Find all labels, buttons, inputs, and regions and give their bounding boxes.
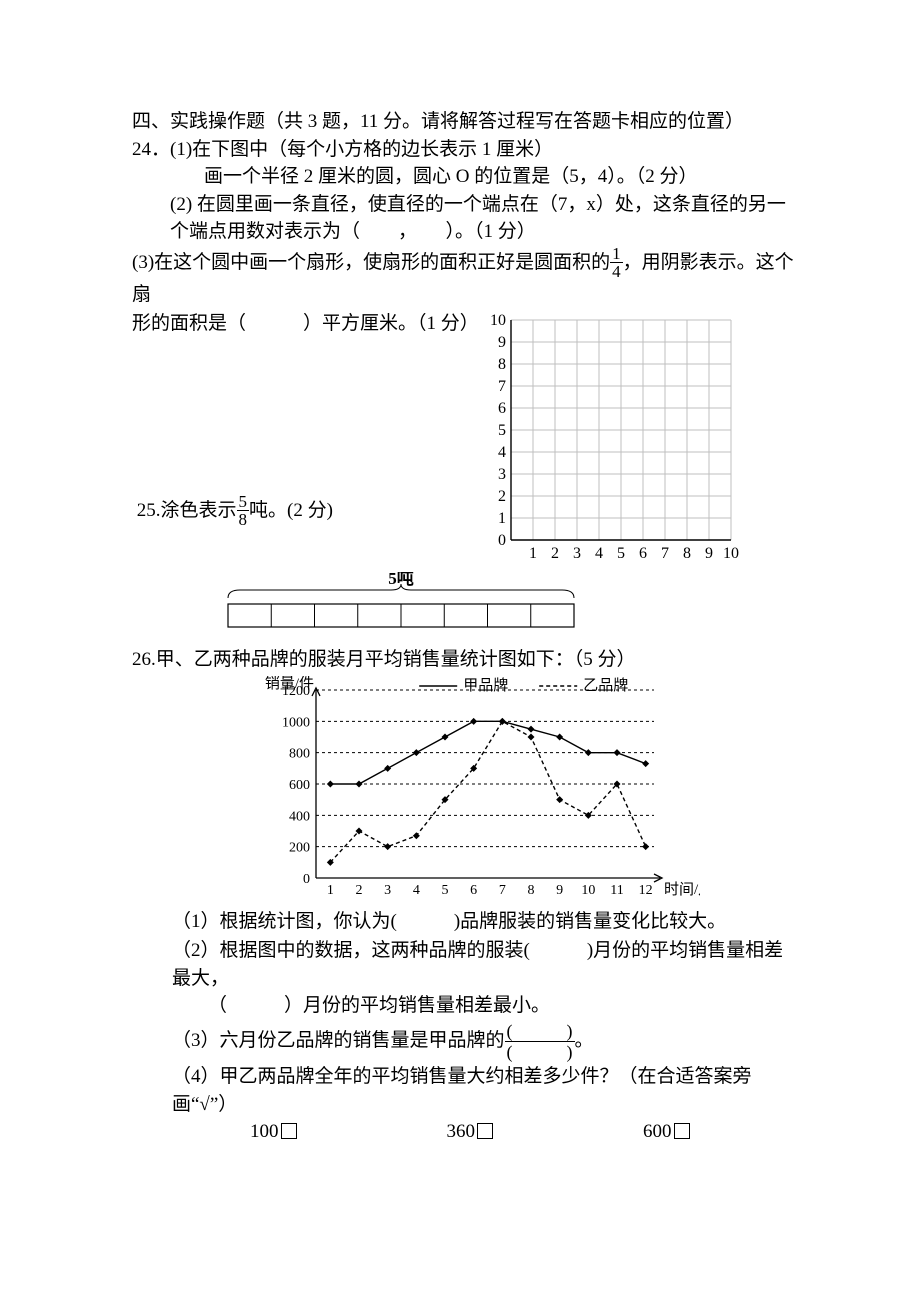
svg-text:4: 4 <box>498 444 506 461</box>
q24-part3-line2: 形的面积是（ ）平方厘米。（1 分） <box>132 310 479 338</box>
q26-sub4: （4）甲乙两品牌全年的平均销售量大约相差多少件？（在合适答案旁画“√”） <box>132 1063 798 1118</box>
q26-sub1: （1）根据统计图，你认为( )品牌服装的销售量变化比较大。 <box>132 908 798 936</box>
q26-sub2a: （2）根据图中的数据，这两种品牌的服装( )月份的平均销售量相差最大， <box>132 937 798 992</box>
fraction-5-8: 58 <box>237 493 250 528</box>
svg-text:9: 9 <box>498 334 506 351</box>
svg-text:2: 2 <box>356 883 363 898</box>
checkbox-icon <box>674 1123 690 1139</box>
q26-sub3-pre: （3）六月份乙品牌的销售量是甲品牌的 <box>172 1030 505 1051</box>
svg-text:4: 4 <box>413 883 420 898</box>
frac-den: 4 <box>610 263 623 280</box>
svg-text:8: 8 <box>528 883 535 898</box>
svg-text:11: 11 <box>610 883 623 898</box>
svg-text:0: 0 <box>498 532 506 549</box>
checkbox-icon <box>281 1123 297 1139</box>
svg-text:10: 10 <box>490 312 506 329</box>
svg-text:800: 800 <box>289 746 310 761</box>
frac-num: 5 <box>237 493 250 511</box>
choice-360[interactable]: 360 <box>447 1118 494 1146</box>
choice-100[interactable]: 100 <box>250 1118 297 1146</box>
choice-label: 100 <box>250 1121 279 1142</box>
svg-text:3: 3 <box>498 466 506 483</box>
bar-diagram-5ton: 5吨 <box>222 572 582 630</box>
choice-600[interactable]: 600 <box>643 1118 690 1146</box>
svg-text:6: 6 <box>498 400 506 417</box>
svg-text:乙品牌: 乙品牌 <box>583 677 628 694</box>
svg-text:2: 2 <box>498 488 506 505</box>
q24-part2: (2) 在圆里画一条直径，使直径的一个端点在（7，x）处，这条直径的另一个端点用… <box>132 191 798 246</box>
svg-text:4: 4 <box>595 545 603 562</box>
q26-sub2b: （ ）月份的平均销售量相差最小。 <box>132 992 798 1020</box>
q24-part1-line2: 画一个半径 2 厘米的圆，圆心 O 的位置是（5，4）。（2 分） <box>132 163 798 191</box>
svg-text:12: 12 <box>639 883 653 898</box>
q24-part3-line1: (3)在这个圆中画一个扇形，使扇形的面积正好是圆面积的14，用阴影表示。这个扇 <box>132 246 798 309</box>
frac-num: ( ) <box>505 1022 575 1042</box>
q26-choices: 100 360 600 <box>132 1118 798 1146</box>
choice-label: 600 <box>643 1121 672 1142</box>
svg-text:7: 7 <box>498 378 506 395</box>
q25-text: 25.涂色表示58吨。(2 分) <box>132 494 479 529</box>
choice-label: 360 <box>447 1121 476 1142</box>
frac-num: 1 <box>610 245 623 263</box>
checkbox-icon <box>477 1123 493 1139</box>
svg-text:7: 7 <box>499 883 506 898</box>
svg-text:600: 600 <box>289 778 310 793</box>
svg-text:8: 8 <box>683 545 691 562</box>
line-chart: 销量/件甲品牌乙品牌020040060080010001200123456789… <box>260 676 700 904</box>
frac-den: ( ) <box>505 1042 575 1061</box>
svg-text:6: 6 <box>470 883 477 898</box>
q24-part1-line1: 24．(1)在下图中（每个小方格的边长表示 1 厘米） <box>132 136 798 164</box>
svg-text:5: 5 <box>442 883 449 898</box>
svg-text:3: 3 <box>573 545 581 562</box>
svg-text:6: 6 <box>639 545 647 562</box>
svg-text:0: 0 <box>303 872 310 887</box>
section-heading: 四、实践操作题（共 3 题，11 分。请将解答过程写在答题卡相应的位置） <box>132 108 798 136</box>
svg-text:9: 9 <box>556 883 563 898</box>
svg-text:3: 3 <box>384 883 391 898</box>
svg-text:1: 1 <box>498 510 506 527</box>
frac-den: 8 <box>237 511 250 528</box>
svg-text:1: 1 <box>529 545 537 562</box>
svg-text:甲品牌: 甲品牌 <box>463 677 508 694</box>
q26-sub3-post: 。 <box>575 1030 594 1051</box>
svg-text:10: 10 <box>581 883 595 898</box>
svg-text:10: 10 <box>723 545 739 562</box>
q26-title: 26.甲、乙两种品牌的服装月平均销售量统计图如下：（5 分） <box>132 646 798 674</box>
svg-text:5: 5 <box>498 422 506 439</box>
fraction-1-4: 14 <box>610 245 623 280</box>
q25-post: 吨。(2 分) <box>249 500 333 521</box>
svg-text:8: 8 <box>498 356 506 373</box>
svg-text:9: 9 <box>705 545 713 562</box>
svg-text:5: 5 <box>617 545 625 562</box>
fraction-blank: ( )( ) <box>505 1022 575 1061</box>
q25-pre: 25.涂色表示 <box>137 500 237 521</box>
svg-text:1200: 1200 <box>282 684 310 699</box>
svg-text:400: 400 <box>289 809 310 824</box>
coordinate-grid: 01234567891012345678910 <box>483 308 745 566</box>
svg-text:1: 1 <box>327 883 334 898</box>
svg-text:1000: 1000 <box>282 715 310 730</box>
svg-text:7: 7 <box>661 545 669 562</box>
svg-text:200: 200 <box>289 840 310 855</box>
q26-sub3: （3）六月份乙品牌的销售量是甲品牌的( )( )。 <box>132 1022 798 1061</box>
q24-part3-pre: (3)在这个圆中画一个扇形，使扇形的面积正好是圆面积的 <box>132 252 610 273</box>
svg-text:时间/月: 时间/月 <box>664 881 700 898</box>
svg-text:2: 2 <box>551 545 559 562</box>
